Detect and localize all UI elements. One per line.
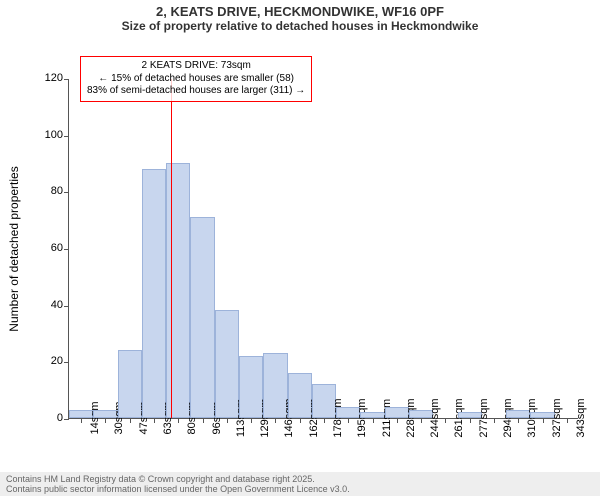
annotation-line: 83% of semi-detached houses are larger (… — [87, 85, 305, 98]
x-tick-label: 294sqm — [494, 398, 514, 437]
x-tick-mark — [203, 418, 204, 423]
x-tick-mark — [324, 418, 325, 423]
chart-title-main: 2, KEATS DRIVE, HECKMONDWIKE, WF16 0PF — [0, 0, 600, 19]
x-tick-mark — [275, 418, 276, 423]
x-tick-mark — [105, 418, 106, 423]
chart-title-sub: Size of property relative to detached ho… — [0, 19, 600, 33]
footer-attribution: Contains HM Land Registry data © Crown c… — [0, 472, 600, 496]
y-tick-label: 120 — [45, 72, 69, 84]
y-tick-mark — [64, 249, 69, 250]
y-tick-mark — [64, 79, 69, 80]
x-tick-label: 327sqm — [543, 398, 563, 437]
footer-line-1: Contains HM Land Registry data © Crown c… — [6, 474, 594, 484]
x-tick-label: 261sqm — [445, 398, 465, 437]
x-tick-mark — [348, 418, 349, 423]
x-tick-mark — [81, 418, 82, 423]
x-tick-mark — [300, 418, 301, 423]
y-tick-label: 60 — [51, 242, 69, 254]
x-tick-label: 310sqm — [518, 398, 538, 437]
x-tick-mark — [445, 418, 446, 423]
annotation-box: 2 KEATS DRIVE: 73sqm← 15% of detached ho… — [80, 56, 312, 102]
x-tick-label: 14sqm — [81, 401, 101, 434]
y-tick-mark — [64, 192, 69, 193]
marker-line — [171, 79, 172, 418]
x-tick-mark — [251, 418, 252, 423]
x-tick-mark — [373, 418, 374, 423]
x-tick-mark — [178, 418, 179, 423]
x-tick-label: 178sqm — [324, 398, 344, 437]
histogram-bar — [190, 217, 214, 418]
y-tick-mark — [64, 136, 69, 137]
y-tick-mark — [64, 362, 69, 363]
x-tick-label: 228sqm — [397, 398, 417, 437]
annotation-line: 2 KEATS DRIVE: 73sqm — [87, 60, 305, 73]
x-tick-mark — [227, 418, 228, 423]
x-tick-mark — [543, 418, 544, 423]
x-tick-mark — [518, 418, 519, 423]
histogram-bar — [142, 169, 166, 418]
x-tick-mark — [567, 418, 568, 423]
x-tick-mark — [130, 418, 131, 423]
x-tick-mark — [397, 418, 398, 423]
y-tick-label: 0 — [57, 412, 69, 424]
x-tick-label: 195sqm — [348, 398, 368, 437]
x-tick-label: 343sqm — [567, 398, 587, 437]
x-tick-label: 277sqm — [470, 398, 490, 437]
footer-line-2: Contains public sector information licen… — [6, 484, 594, 494]
x-tick-label: 211sqm — [373, 399, 393, 437]
annotation-line: ← 15% of detached houses are smaller (58… — [87, 73, 305, 86]
x-tick-mark — [421, 418, 422, 423]
x-tick-mark — [494, 418, 495, 423]
x-tick-mark — [470, 418, 471, 423]
y-tick-mark — [64, 419, 69, 420]
plot-area: 02040608010012014sqm30sqm47sqm63sqm80sqm… — [68, 79, 578, 419]
x-tick-label: 244sqm — [421, 398, 441, 437]
y-axis-label: Number of detached properties — [7, 166, 21, 331]
x-tick-mark — [154, 418, 155, 423]
y-tick-mark — [64, 306, 69, 307]
